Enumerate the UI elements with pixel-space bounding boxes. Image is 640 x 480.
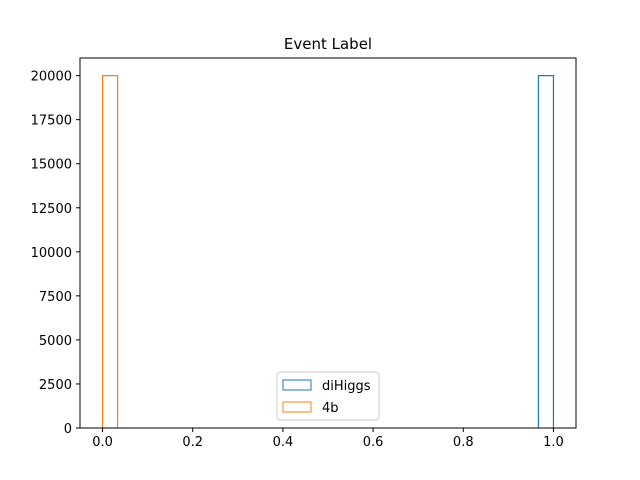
plot-frame (79, 57, 577, 429)
y-tick-label: 0 (64, 422, 72, 437)
y-tick-label: 7500 (39, 290, 72, 305)
x-tick-label: 1.0 (543, 435, 564, 450)
legend: diHiggs 4b (276, 371, 380, 421)
legend-swatch-4b (282, 401, 312, 413)
y-tick-label: 20000 (31, 70, 72, 85)
legend-swatch-dihiggs (282, 379, 312, 391)
y-axis: 0 2500 5000 7500 10000 12500 15000 17500 20000 (31, 70, 80, 437)
y-tick-label: 15000 (31, 158, 72, 173)
x-tick-label: 0.6 (363, 435, 384, 450)
y-tick-label: 10000 (31, 246, 72, 261)
y-tick-label: 5000 (39, 334, 72, 349)
x-tick-label: 0.4 (273, 435, 294, 450)
x-axis: 0.0 0.2 0.4 0.6 0.8 1.0 (92, 428, 564, 450)
histogram-bar-dihiggs (537, 75, 555, 428)
y-tick-label: 17500 (31, 114, 72, 129)
x-tick-label: 0.2 (182, 435, 203, 450)
histogram-bar-4b (101, 75, 119, 428)
x-tick-label: 0.8 (453, 435, 474, 450)
y-tick-label: 2500 (39, 378, 72, 393)
bars-layer (101, 75, 555, 428)
x-tick-label: 0.0 (92, 435, 113, 450)
y-tick-label: 12500 (31, 202, 72, 217)
legend-label-4b: 4b (322, 401, 339, 416)
legend-box (276, 371, 380, 421)
chart-title: Event Label (284, 35, 372, 53)
legend-label-dihiggs: diHiggs (322, 379, 371, 394)
